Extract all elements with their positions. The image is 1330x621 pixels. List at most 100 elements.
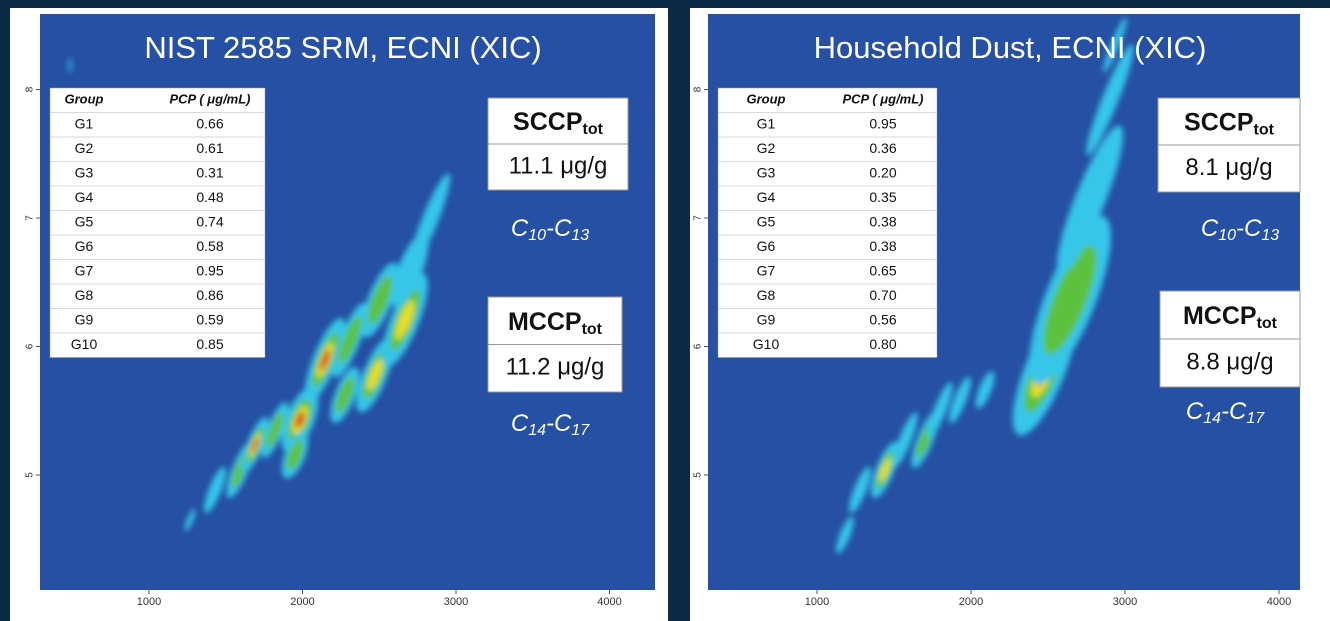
summary-label-sub: tot	[583, 121, 604, 138]
table-cell: G1	[757, 115, 776, 131]
summary-label: SCCPtot	[1184, 108, 1275, 139]
y-tick-label: 5	[25, 472, 36, 478]
signal-blob	[367, 359, 383, 391]
table-cell: G9	[75, 311, 94, 327]
x-tick-label: 2000	[959, 596, 983, 608]
summary-label-sub: tot	[1257, 315, 1278, 332]
signal-blob	[395, 300, 415, 340]
table-cell: 0.61	[196, 140, 223, 156]
carbon-range-main: C	[511, 410, 529, 437]
panel: 1000 2000 3000 4000 5 6 7 8 Household Dust, ECNI…	[690, 8, 1330, 621]
summary-label: MCCPtot	[1183, 302, 1278, 333]
summary-label-sub: tot	[1254, 122, 1275, 139]
x-tick-label: 3000	[1113, 596, 1137, 608]
table-cell: 0.59	[196, 311, 223, 327]
signal-blob	[338, 315, 362, 365]
x-tick-label: 1000	[805, 596, 829, 608]
signal-blob	[927, 382, 953, 438]
summary-value: 11.2 μg/g	[506, 354, 605, 381]
summary-value: 8.1 μg/g	[1185, 154, 1272, 181]
table-cell: 0.58	[196, 238, 223, 254]
table-cell: G7	[75, 262, 94, 278]
table-cell: G9	[757, 311, 776, 327]
summary-value: 11.1 μg/g	[509, 152, 608, 179]
signal-blob	[266, 411, 284, 449]
table-cell: 0.95	[869, 115, 896, 131]
carbon-range-sub: 14	[1203, 410, 1221, 427]
x-tick-label: 3000	[444, 596, 468, 608]
table-cell: G6	[757, 238, 776, 254]
table-cell: G10	[753, 336, 780, 352]
table-cell: G1	[75, 115, 94, 131]
carbon-range-sub: 17	[1246, 410, 1265, 427]
table-cell: 0.31	[196, 164, 223, 180]
carbon-range: C10-C13	[511, 215, 589, 244]
signal-blob	[879, 458, 891, 482]
table-cell: 0.56	[869, 311, 896, 327]
x-tick-label: 4000	[1267, 596, 1291, 608]
signal-blob	[251, 438, 259, 452]
x-tick-label: 2000	[290, 596, 314, 608]
summary-label-main: MCCP	[508, 307, 582, 335]
signal-blob	[335, 376, 355, 414]
signal-blob	[184, 508, 196, 532]
y-tick-label: 6	[693, 343, 704, 349]
table-cell: G8	[75, 287, 94, 303]
carbon-range-main: C	[511, 215, 529, 242]
table-cell: 0.48	[196, 189, 223, 205]
signal-blob	[68, 57, 72, 73]
table-cell: G2	[757, 140, 776, 156]
table-cell: G5	[75, 213, 94, 229]
signal-blob	[286, 439, 304, 471]
table-cell: 0.35	[869, 189, 896, 205]
y-tick-label: 5	[693, 472, 704, 478]
y-tick-label: 8	[693, 86, 704, 92]
signal-blob	[892, 412, 918, 468]
x-tick-label: 1000	[137, 596, 161, 608]
signal-blob	[319, 349, 331, 371]
table-cell: G5	[757, 213, 776, 229]
table-cell: 0.86	[196, 287, 223, 303]
carbon-range-sub: 13	[571, 227, 589, 244]
signal-blob	[409, 173, 451, 267]
carbon-range-main: -C	[1221, 398, 1247, 425]
table-cell: 0.38	[869, 238, 896, 254]
table-cell: 0.36	[869, 140, 896, 156]
y-tick-label: 7	[693, 215, 704, 221]
table-cell: 0.95	[196, 262, 223, 278]
signal-blob	[1043, 245, 1097, 355]
table-cell: G6	[75, 238, 94, 254]
carbon-range-main: C	[1201, 215, 1219, 242]
table-header: Group	[747, 92, 786, 107]
y-tick-label: 6	[25, 343, 36, 349]
signal-blob	[836, 516, 854, 554]
signal-blob	[1056, 125, 1124, 275]
summary-label-main: SCCP	[1184, 108, 1253, 136]
table-header: PCP ( μg/mL)	[842, 92, 923, 107]
carbon-range-sub: 10	[528, 227, 546, 244]
table-cell: G4	[75, 189, 94, 205]
panel-title: Household Dust, ECNI (XIC)	[814, 30, 1207, 65]
signal-blob	[367, 275, 393, 325]
carbon-range-sub: 13	[1261, 227, 1279, 244]
carbon-range-sub: 10	[1218, 227, 1236, 244]
table-cell: G4	[757, 189, 776, 205]
carbon-range-main: -C	[546, 410, 572, 437]
summary-label: MCCPtot	[508, 307, 603, 338]
table-cell: 0.85	[196, 336, 223, 352]
signal-blobs	[836, 17, 1134, 554]
summary-label-main: MCCP	[1183, 302, 1257, 330]
signal-blob	[204, 466, 226, 514]
summary-label: SCCPtot	[513, 108, 604, 139]
table-header: Group	[65, 92, 104, 107]
table-cell: G7	[757, 262, 776, 278]
signal-blob	[1086, 44, 1134, 156]
table-cell: G10	[71, 336, 98, 352]
carbon-range: C14-C17	[511, 410, 590, 439]
signal-blob	[975, 371, 995, 409]
table-cell: G3	[757, 164, 776, 180]
carbon-range-main: -C	[1236, 215, 1262, 242]
carbon-range-main: C	[1186, 398, 1204, 425]
summary-label-main: SCCP	[513, 108, 582, 136]
